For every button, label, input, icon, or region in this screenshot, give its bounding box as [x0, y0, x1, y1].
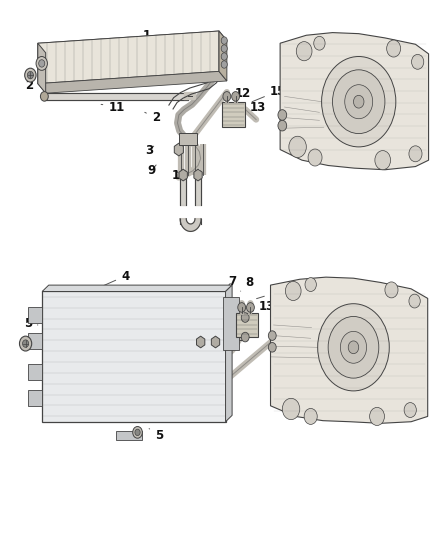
FancyBboxPatch shape — [28, 333, 42, 349]
Circle shape — [135, 429, 140, 435]
Text: 13: 13 — [253, 300, 275, 313]
Circle shape — [22, 340, 28, 348]
Polygon shape — [194, 169, 202, 181]
Polygon shape — [38, 31, 227, 53]
Circle shape — [241, 332, 249, 342]
Circle shape — [247, 303, 254, 312]
Text: 10: 10 — [172, 168, 188, 182]
Circle shape — [25, 68, 36, 82]
Circle shape — [332, 70, 385, 134]
Circle shape — [385, 282, 398, 298]
Circle shape — [223, 92, 231, 101]
FancyBboxPatch shape — [223, 297, 239, 350]
Circle shape — [296, 42, 312, 61]
Text: 9: 9 — [147, 164, 156, 177]
FancyBboxPatch shape — [223, 102, 245, 127]
Circle shape — [387, 40, 401, 57]
FancyBboxPatch shape — [179, 133, 197, 146]
Circle shape — [353, 95, 364, 108]
Polygon shape — [180, 219, 201, 231]
Circle shape — [268, 331, 276, 341]
Circle shape — [289, 136, 306, 158]
Polygon shape — [38, 43, 46, 93]
Circle shape — [232, 92, 240, 101]
Text: 11: 11 — [101, 101, 124, 114]
Polygon shape — [42, 292, 226, 422]
Circle shape — [40, 92, 48, 101]
FancyBboxPatch shape — [116, 431, 142, 440]
Text: 1: 1 — [108, 29, 151, 55]
Text: 16: 16 — [257, 286, 286, 298]
Polygon shape — [271, 277, 427, 423]
Circle shape — [321, 56, 396, 147]
Text: 13: 13 — [243, 101, 266, 114]
Polygon shape — [179, 169, 187, 181]
Circle shape — [328, 317, 379, 378]
Circle shape — [404, 402, 417, 417]
Circle shape — [221, 45, 227, 52]
FancyBboxPatch shape — [237, 313, 258, 337]
Circle shape — [314, 36, 325, 50]
Circle shape — [318, 304, 389, 391]
Circle shape — [36, 56, 47, 70]
Circle shape — [278, 110, 287, 120]
Polygon shape — [38, 31, 219, 84]
Circle shape — [221, 37, 227, 44]
Text: 5: 5 — [149, 429, 163, 442]
Circle shape — [308, 149, 322, 166]
Circle shape — [348, 341, 359, 354]
FancyBboxPatch shape — [28, 364, 42, 380]
Circle shape — [27, 71, 33, 79]
Circle shape — [305, 278, 316, 292]
Polygon shape — [174, 143, 184, 156]
Circle shape — [19, 336, 32, 351]
Text: 6: 6 — [392, 139, 413, 152]
Text: 12: 12 — [235, 87, 251, 100]
Circle shape — [409, 294, 420, 308]
Text: 2: 2 — [25, 78, 40, 92]
Circle shape — [221, 53, 227, 60]
Circle shape — [278, 120, 287, 131]
Polygon shape — [212, 336, 220, 348]
Text: 3: 3 — [145, 144, 154, 157]
Polygon shape — [280, 33, 428, 169]
Text: 5: 5 — [24, 318, 38, 330]
Circle shape — [39, 60, 45, 67]
Text: 2: 2 — [145, 111, 160, 124]
Text: 7: 7 — [227, 275, 236, 288]
Circle shape — [133, 426, 142, 438]
Circle shape — [286, 281, 301, 301]
Circle shape — [221, 61, 227, 68]
Circle shape — [238, 303, 246, 312]
Circle shape — [370, 407, 385, 425]
Text: 15: 15 — [252, 85, 286, 102]
FancyBboxPatch shape — [28, 390, 42, 406]
Circle shape — [409, 146, 422, 162]
Polygon shape — [219, 31, 227, 81]
Circle shape — [304, 408, 317, 424]
Circle shape — [340, 332, 367, 364]
Circle shape — [375, 151, 391, 169]
Circle shape — [268, 343, 276, 352]
Text: 9: 9 — [148, 338, 157, 352]
Text: 4: 4 — [104, 270, 129, 286]
Polygon shape — [226, 285, 232, 422]
Circle shape — [412, 54, 424, 69]
Circle shape — [241, 313, 249, 322]
FancyBboxPatch shape — [28, 307, 42, 323]
Text: 8: 8 — [240, 276, 254, 291]
Text: 6: 6 — [394, 362, 411, 375]
Polygon shape — [197, 386, 219, 399]
Polygon shape — [38, 71, 227, 93]
Polygon shape — [42, 285, 232, 292]
Circle shape — [345, 85, 373, 119]
Polygon shape — [197, 336, 205, 348]
Text: 10: 10 — [171, 342, 187, 356]
Circle shape — [283, 398, 300, 419]
